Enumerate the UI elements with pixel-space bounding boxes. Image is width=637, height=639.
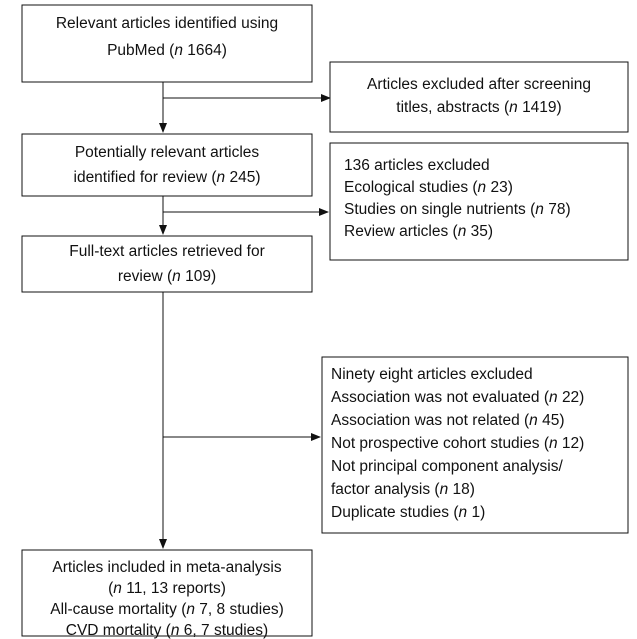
box-text: Articles excluded after screening [367, 76, 591, 93]
box-text: Relevant articles identified using [56, 15, 278, 32]
box-text: Association was not related (n 45) [331, 412, 565, 429]
box-text: 136 articles excluded [344, 157, 490, 174]
box [321, 356, 629, 534]
box-text: Duplicate studies (n 1) [331, 504, 485, 521]
box-text: titles, abstracts (n 1419) [396, 99, 561, 116]
box [21, 133, 313, 197]
boxes: Relevant articles identified using PubMed… [21, 4, 629, 639]
box [21, 4, 313, 83]
box [21, 235, 313, 293]
box-text: Articles included in meta-analysis [52, 559, 281, 576]
box-text: Studies on single nutrients (n 78) [344, 201, 571, 218]
box-text: CVD mortality (n 6, 7 studies) [66, 622, 268, 639]
box-text: Potentially relevant articles [75, 144, 260, 161]
box-text: Ecological studies (n 23) [344, 179, 513, 196]
box-text: identified for review (n 245) [74, 169, 261, 186]
box-text: Association was not evaluated (n 22) [331, 389, 584, 406]
box [329, 61, 629, 133]
box-text: factor analysis (n 18) [331, 481, 475, 498]
box-text: Ninety eight articles excluded [331, 366, 533, 383]
connectors [159, 82, 331, 549]
box-text: Not principal component analysis/ [331, 458, 563, 475]
box-text: Not prospective cohort studies (n 12) [331, 435, 584, 452]
box [21, 549, 313, 637]
box-text: All-cause mortality (n 7, 8 studies) [50, 601, 283, 618]
box-text: review (n 109) [118, 268, 216, 285]
box-text: Full-text articles retrieved for [69, 243, 265, 260]
box-text: (n 11, 13 reports) [108, 580, 226, 597]
box-text: Review articles (n 35) [344, 223, 493, 240]
box [329, 142, 629, 261]
box-text: PubMed (n 1664) [107, 42, 227, 59]
